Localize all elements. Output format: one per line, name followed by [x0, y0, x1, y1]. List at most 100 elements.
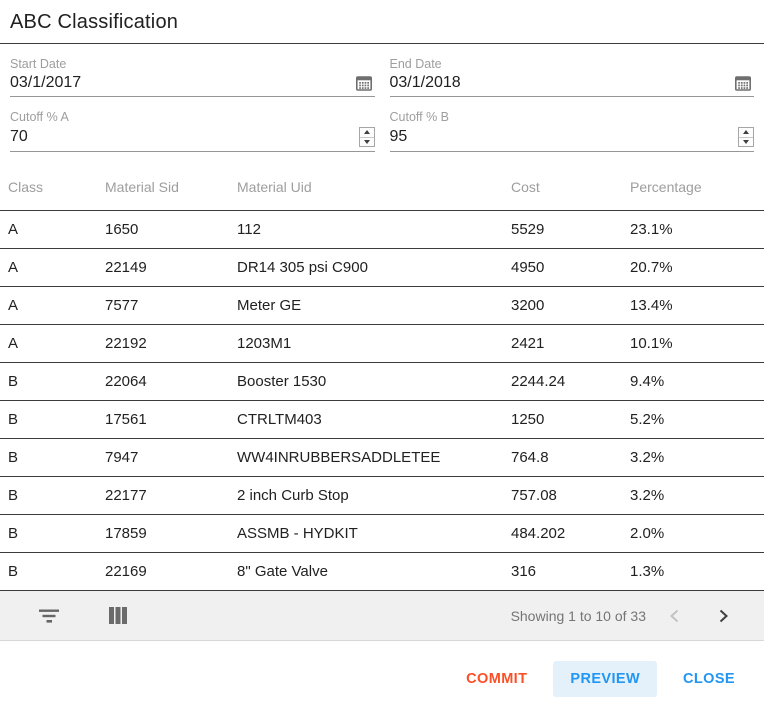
table-row[interactable]: B 7947 WW4INRUBBERSADDLETEE 764.8 3.2%	[0, 438, 764, 477]
classification-table: Class Material Sid Material Uid Cost Percent…	[0, 166, 764, 591]
table-cell: 1650	[97, 210, 229, 249]
table-cell: 8" Gate Valve	[229, 552, 503, 591]
table-row[interactable]: A 22149 DR14 305 psi C900 4950 20.7%	[0, 248, 764, 287]
table-row[interactable]: B 17859 ASSMB - HYDKIT 484.202 2.0%	[0, 514, 764, 553]
end-date-calendar-button[interactable]	[732, 74, 754, 92]
calendar-icon	[355, 74, 373, 92]
table-cell: 757.08	[503, 476, 622, 515]
table-row[interactable]: B 17561 CTRLTM403 1250 5.2%	[0, 400, 764, 439]
table-cell: 1250	[503, 400, 622, 439]
next-page-button[interactable]	[712, 605, 734, 627]
column-header-percentage[interactable]: Percentage	[622, 166, 764, 211]
table-cell: 22064	[97, 362, 229, 401]
columns-icon	[108, 607, 128, 624]
spin-down-icon[interactable]	[360, 138, 374, 147]
table-cell: 9.4%	[622, 362, 764, 401]
dialog-title: ABC Classification	[10, 11, 179, 33]
table-cell: 10.1%	[622, 324, 764, 363]
commit-button[interactable]: COMMIT	[464, 661, 529, 697]
table-cell: 22177	[97, 476, 229, 515]
table-cell: 13.4%	[622, 286, 764, 325]
table-cell: 3.2%	[622, 438, 764, 477]
table-body: A 1650 112 5529 23.1% A 22149 DR14 305 psi C900…	[0, 210, 764, 591]
table-cell: B	[0, 476, 97, 515]
spin-up-icon[interactable]	[359, 128, 374, 138]
table-cell: DR14 305 psi C900	[229, 248, 503, 287]
cutoff-b-label: Cutoff % B	[389, 110, 450, 124]
table-cell: 3.2%	[622, 476, 764, 515]
column-header-material-sid[interactable]: Material Sid	[97, 166, 229, 211]
cutoff-b-input[interactable]	[389, 128, 738, 146]
cutoff-a-label: Cutoff % A	[10, 110, 69, 124]
start-date-input[interactable]	[10, 74, 353, 92]
table-cell: 5529	[503, 210, 622, 249]
table-row[interactable]: A 22192 1203M1 2421 10.1%	[0, 324, 764, 363]
chevron-left-icon	[668, 609, 682, 623]
table-cell: Booster 1530	[229, 362, 503, 401]
table-row[interactable]: B 22169 8" Gate Valve 316 1.3%	[0, 552, 764, 591]
filter-fields: Start Date	[0, 44, 764, 152]
table-row[interactable]: B 22064 Booster 1530 2244.24 9.4%	[0, 362, 764, 401]
columns-button[interactable]	[104, 603, 132, 628]
table-cell: CTRLTM403	[229, 400, 503, 439]
calendar-icon	[734, 74, 752, 92]
filter-button[interactable]	[34, 604, 64, 628]
table-cell: 17561	[97, 400, 229, 439]
table-row[interactable]: B 22177 2 inch Curb Stop 757.08 3.2%	[0, 476, 764, 515]
table-cell: A	[0, 248, 97, 287]
table-head-row: Class Material Sid Material Uid Cost Percent…	[0, 166, 764, 211]
chevron-right-icon	[716, 609, 730, 623]
grid-toolbar: Showing 1 to 10 of 33	[0, 591, 764, 641]
table-cell: 22192	[97, 324, 229, 363]
table-cell: B	[0, 400, 97, 439]
cutoff-a-input[interactable]	[10, 128, 359, 146]
table-cell: B	[0, 552, 97, 591]
table-cell: 764.8	[503, 438, 622, 477]
table-cell: 7577	[97, 286, 229, 325]
cutoff-a-field: Cutoff % A	[10, 110, 375, 152]
cutoff-a-spinner[interactable]	[358, 127, 375, 147]
table-cell: ASSMB - HYDKIT	[229, 514, 503, 553]
spin-down-icon[interactable]	[739, 138, 753, 147]
column-header-class[interactable]: Class	[0, 166, 97, 211]
table-cell: 2 inch Curb Stop	[229, 476, 503, 515]
filter-icon	[38, 608, 60, 624]
table-cell: B	[0, 438, 97, 477]
table-cell: 3200	[503, 286, 622, 325]
table-cell: 4950	[503, 248, 622, 287]
table-cell: 1203M1	[229, 324, 503, 363]
showing-status: Showing 1 to 10 of 33	[510, 607, 646, 624]
cutoff-b-spinner[interactable]	[738, 127, 754, 147]
table-cell: 20.7%	[622, 248, 764, 287]
table-row[interactable]: A 7577 Meter GE 3200 13.4%	[0, 286, 764, 325]
table-cell: A	[0, 286, 97, 325]
table-cell: 2421	[503, 324, 622, 363]
dialog-header: ABC Classification	[0, 0, 764, 44]
start-date-label: Start Date	[10, 57, 67, 71]
close-button[interactable]: CLOSE	[681, 661, 737, 697]
dialog-actions: COMMIT PREVIEW CLOSE	[0, 641, 764, 697]
table-cell: 484.202	[503, 514, 622, 553]
preview-button[interactable]: PREVIEW	[553, 661, 658, 697]
spin-up-icon[interactable]	[739, 128, 753, 138]
start-date-field: Start Date	[10, 57, 375, 97]
cutoff-b-field: Cutoff % B	[389, 110, 754, 152]
table-cell: 5.2%	[622, 400, 764, 439]
column-header-cost[interactable]: Cost	[503, 166, 622, 211]
end-date-input[interactable]	[389, 74, 732, 92]
table-cell: 17859	[97, 514, 229, 553]
table-cell: 22169	[97, 552, 229, 591]
table-cell: 22149	[97, 248, 229, 287]
table-cell: 7947	[97, 438, 229, 477]
table-cell: A	[0, 324, 97, 363]
table-cell: Meter GE	[229, 286, 503, 325]
previous-page-button[interactable]	[664, 605, 686, 627]
column-header-material-uid[interactable]: Material Uid	[229, 166, 503, 211]
table-row[interactable]: A 1650 112 5529 23.1%	[0, 210, 764, 249]
table-cell: 112	[229, 210, 503, 249]
start-date-calendar-button[interactable]	[353, 74, 375, 92]
table-cell: 2244.24	[503, 362, 622, 401]
table-cell: 316	[503, 552, 622, 591]
table-cell: 23.1%	[622, 210, 764, 249]
